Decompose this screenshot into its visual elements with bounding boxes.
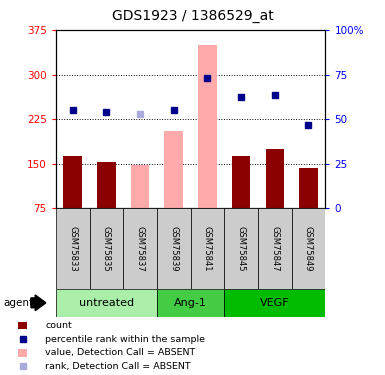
Bar [198,45,217,208]
Text: rank, Detection Call = ABSENT: rank, Detection Call = ABSENT [45,362,191,371]
Bar [191,208,224,289]
Text: GSM75835: GSM75835 [102,226,111,271]
Bar [164,137,183,208]
Text: GDS1923 / 1386529_at: GDS1923 / 1386529_at [112,9,273,23]
Bar [18,322,27,329]
Bar [232,156,250,208]
Bar [258,208,292,289]
Bar [266,149,284,208]
Text: GSM75847: GSM75847 [270,226,279,271]
Bar [89,208,123,289]
Text: percentile rank within the sample: percentile rank within the sample [45,334,205,344]
Text: count: count [45,321,72,330]
Text: Ang-1: Ang-1 [174,298,207,308]
Bar [224,208,258,289]
Bar [123,208,157,289]
Bar [97,162,115,208]
Text: VEGF: VEGF [260,298,290,308]
Text: untreated: untreated [79,298,134,308]
Bar [131,165,149,208]
Bar [18,349,27,357]
Text: value, Detection Call = ABSENT: value, Detection Call = ABSENT [45,348,195,357]
Text: GSM75849: GSM75849 [304,226,313,271]
Bar [164,131,183,208]
Bar [157,208,191,289]
Text: GSM75845: GSM75845 [237,226,246,271]
Text: GSM75837: GSM75837 [136,226,144,272]
Bar [64,156,82,208]
Bar [224,289,325,317]
Bar [292,208,325,289]
Text: agent: agent [4,298,34,308]
Bar [56,289,157,317]
FancyArrow shape [31,295,46,310]
Text: GSM75833: GSM75833 [68,226,77,272]
Bar [299,168,318,208]
Text: GSM75841: GSM75841 [203,226,212,271]
Bar [56,208,89,289]
Text: GSM75839: GSM75839 [169,226,178,271]
Bar [157,289,224,317]
